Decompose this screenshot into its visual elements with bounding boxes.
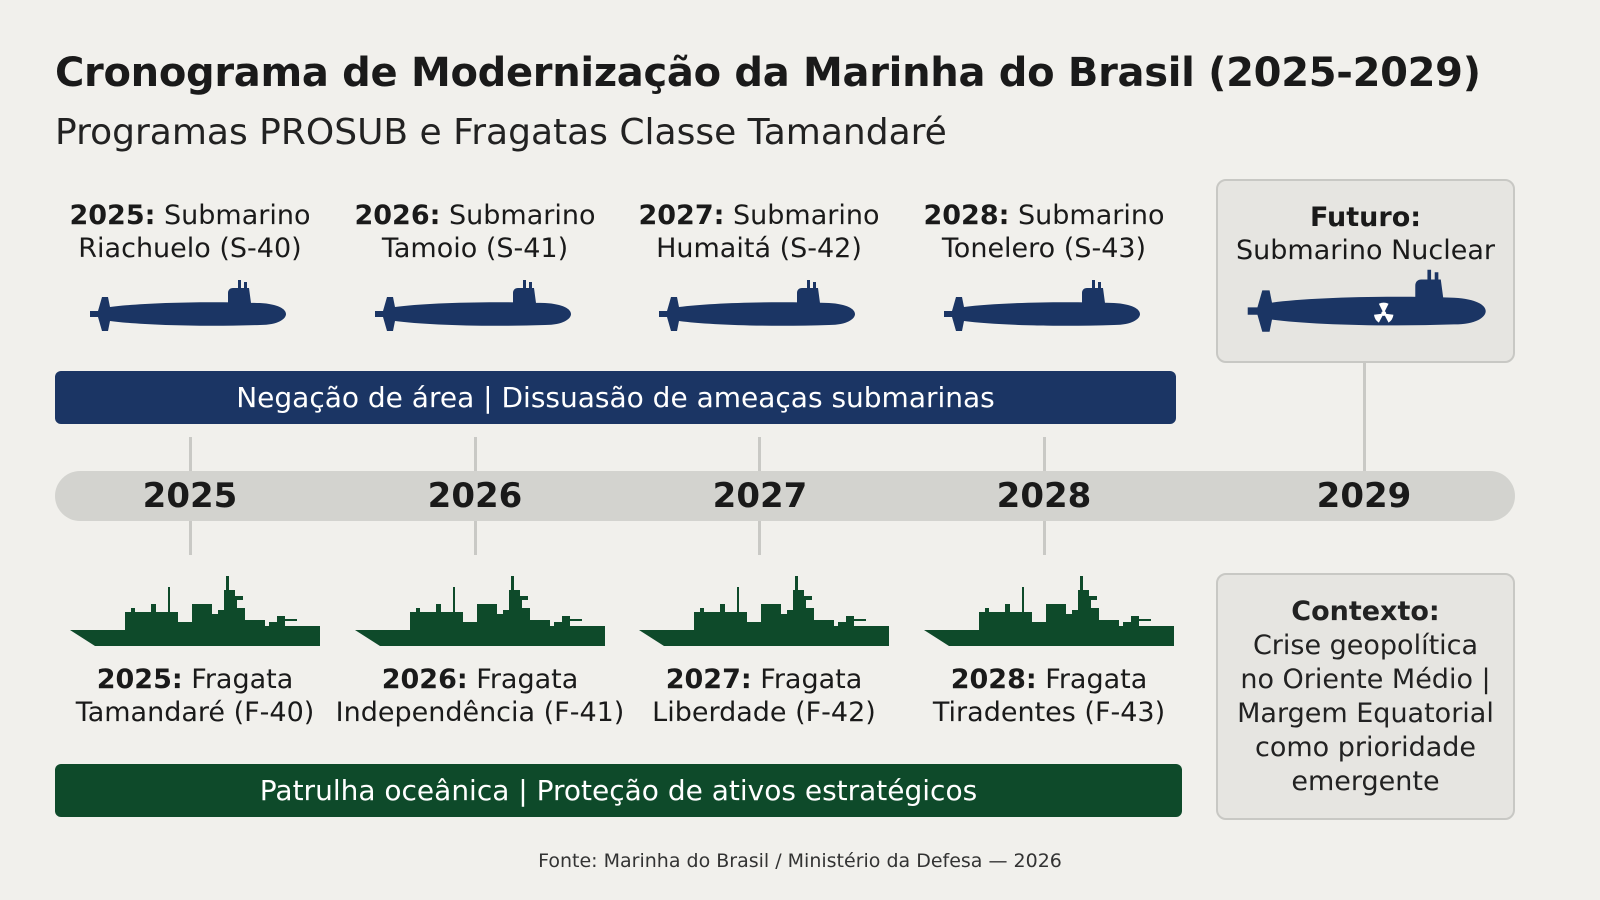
connector-line	[474, 437, 477, 471]
timeline-bar	[55, 471, 1515, 521]
connector-line	[189, 437, 192, 471]
nuclear-submarine-icon	[1247, 269, 1486, 332]
frigate-icon	[924, 572, 1184, 656]
context-line: como prioridade	[1254, 732, 1477, 763]
submarine-card: 2027: Submarino Humaitá (S-42)	[638, 200, 880, 264]
timeline-year: 2028	[996, 476, 1092, 516]
timeline-year: 2026	[427, 476, 523, 516]
frigate-card: 2025: Fragata Tamandaré (F-40)	[75, 664, 315, 728]
frigate-card: 2027: Fragata Liberdade (F-42)	[652, 664, 876, 728]
context-line: no Oriente Médio |	[1240, 664, 1491, 695]
submarine-icon	[82, 278, 292, 344]
future-label: Futuro:	[1309, 202, 1422, 233]
frigate-card: 2026: Fragata Independência (F-41)	[335, 664, 625, 728]
submarine-icon	[367, 278, 577, 344]
connector-2029	[1363, 363, 1366, 471]
submarine-icon	[651, 278, 861, 344]
future-box: Futuro: Submarino Nuclear	[1216, 179, 1515, 363]
connector-line	[1043, 521, 1046, 555]
submarine-icon	[936, 278, 1146, 344]
context-line: Margem Equatorial	[1237, 698, 1494, 729]
connector-line	[1043, 437, 1046, 471]
timeline-year: 2027	[712, 476, 808, 516]
connector-line	[189, 521, 192, 555]
source-note: Fonte: Marinha do Brasil / Ministério da…	[538, 850, 1062, 872]
submarine-mission-bar: Negação de área | Dissuasão de ameaças s…	[55, 371, 1176, 424]
page-subtitle: Programas PROSUB e Fragatas Classe Taman…	[55, 112, 947, 153]
frigate-icon	[355, 572, 615, 656]
frigate-card: 2028: Fragata Tiradentes (F-43)	[932, 664, 1166, 728]
timeline-year: 2025	[142, 476, 238, 516]
connector-line	[758, 521, 761, 555]
frigate-icon	[639, 572, 899, 656]
context-label: Contexto:	[1291, 596, 1440, 627]
connector-line	[758, 437, 761, 471]
submarine-card: 2028: Submarino Tonelero (S-43)	[923, 200, 1165, 264]
timeline-year: 2029	[1316, 476, 1412, 516]
page-title: Cronograma de Modernização da Marinha do…	[55, 50, 1481, 96]
submarine-card: 2025: Submarino Riachuelo (S-40)	[69, 200, 311, 264]
radiation-icon	[1374, 302, 1394, 323]
frigate-mission-bar: Patrulha oceânica | Proteção de ativos e…	[55, 764, 1182, 817]
future-detail: Submarino Nuclear	[1236, 235, 1495, 266]
connector-line	[474, 521, 477, 555]
context-box: Contexto: Crise geopolítica no Oriente M…	[1216, 573, 1515, 820]
frigate-icon	[70, 572, 330, 656]
context-line: emergente	[1291, 766, 1440, 797]
submarine-card: 2026: Submarino Tamoio (S-41)	[354, 200, 596, 264]
context-line: Crise geopolítica	[1252, 630, 1479, 661]
